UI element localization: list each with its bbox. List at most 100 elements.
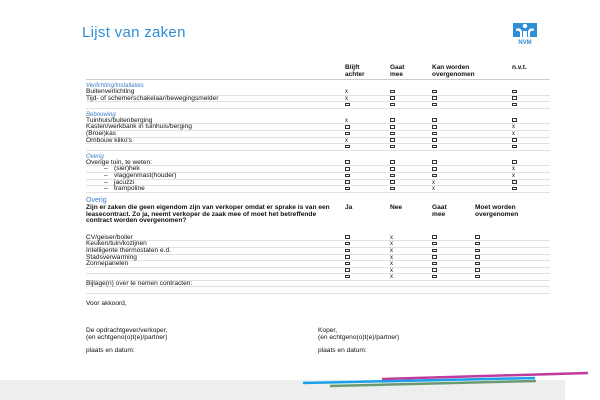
x-mark[interactable]: x [512,124,515,131]
x-mark[interactable]: x [512,130,515,137]
checkbox[interactable] [512,96,517,102]
checkbox[interactable] [432,166,437,172]
seller-label: De opdrachtgever/verkoper, [86,327,168,335]
x-mark[interactable]: x [390,247,393,254]
checkbox[interactable] [512,102,517,108]
checkbox[interactable] [432,160,437,166]
buyer-partner-label: (en echtgeno(o)t(e)/partner) [318,334,400,342]
checkbox[interactable] [432,118,437,124]
table-row [86,144,550,151]
checkbox[interactable] [345,173,350,179]
checkbox[interactable] [475,248,480,254]
row-label: CV/geiser/boiler [86,233,133,241]
checkbox-icon [345,173,350,178]
checkbox[interactable] [475,235,480,241]
checkbox[interactable] [390,166,395,172]
checkbox[interactable] [432,173,437,179]
checkbox[interactable] [345,124,350,130]
checkbox-icon [345,125,350,129]
checkbox[interactable] [432,235,437,241]
checkbox[interactable] [390,118,395,124]
checkbox[interactable] [512,144,517,150]
checkbox[interactable] [390,186,395,192]
x-mark[interactable]: x [345,89,348,95]
x-mark[interactable]: x [390,254,393,261]
checkbox[interactable] [390,144,395,150]
x-mark[interactable]: x [390,267,393,274]
checkbox[interactable] [432,131,437,137]
checkbox[interactable] [345,261,350,267]
checkbox[interactable] [512,160,517,166]
checkbox[interactable] [475,274,480,280]
x-mark[interactable]: x [345,95,348,102]
checkbox[interactable] [432,96,437,102]
checkbox[interactable] [345,186,350,192]
checkbox[interactable] [345,241,350,247]
x-mark[interactable]: x [432,186,435,193]
checkbox[interactable] [390,138,395,144]
col-header: Kan worden overgenomen [432,64,475,78]
x-mark[interactable]: x [390,234,393,241]
checkbox[interactable] [475,241,480,247]
checkbox[interactable] [512,138,517,144]
checkbox[interactable] [432,144,437,150]
checkbox-icon [475,274,480,279]
checkbox[interactable] [345,180,350,186]
col-header: Gaat mee [432,203,447,218]
checkbox[interactable] [475,261,480,267]
checkbox[interactable] [512,180,517,186]
x-mark[interactable]: x [432,179,435,186]
checkbox[interactable] [432,241,437,247]
checkbox[interactable] [390,102,395,108]
checkbox[interactable] [345,274,350,280]
checkbox[interactable] [345,166,350,172]
checkbox[interactable] [432,89,437,95]
x-mark[interactable]: x [345,137,348,144]
checkbox[interactable] [512,118,517,124]
checkbox-icon [432,235,437,239]
checkbox[interactable] [345,235,350,241]
checkbox-icon [345,241,350,246]
x-mark[interactable]: x [512,166,515,173]
checkbox-icon [432,125,437,129]
checkbox[interactable] [432,268,437,274]
checkbox[interactable] [432,102,437,108]
checkbox[interactable] [475,255,480,261]
checkbox-icon [432,268,437,272]
checkbox-icon [432,96,437,100]
checkbox[interactable] [345,144,350,150]
checkbox[interactable] [390,131,395,137]
x-mark[interactable]: x [390,274,393,281]
checkbox[interactable] [345,255,350,261]
checkbox-icon [475,268,480,272]
checkbox[interactable] [390,180,395,186]
checkbox[interactable] [345,131,350,137]
table-row: – trampoline x [86,185,550,193]
checkbox[interactable] [432,138,437,144]
checkbox[interactable] [432,274,437,280]
x-mark[interactable]: x [345,117,348,124]
checkbox-icon [512,96,517,100]
checkbox[interactable] [390,124,395,130]
checkbox[interactable] [475,268,480,274]
checkbox[interactable] [345,268,350,274]
checkbox[interactable] [390,160,395,166]
checkbox[interactable] [390,89,395,95]
checkbox[interactable] [390,96,395,102]
checkbox[interactable] [345,102,350,108]
checkbox[interactable] [432,261,437,267]
x-mark[interactable]: x [512,172,515,179]
checkbox[interactable] [390,173,395,179]
checkbox-icon [345,160,350,164]
checkbox[interactable] [432,255,437,261]
checkbox[interactable] [345,248,350,254]
checkbox[interactable] [432,248,437,254]
checkbox[interactable] [432,124,437,130]
checkbox[interactable] [512,186,517,192]
x-mark[interactable]: x [390,241,393,248]
checkbox[interactable] [512,89,517,95]
x-mark[interactable]: x [390,261,393,268]
lease-table: Overig Zijn er zaken die geen eigendom z… [86,197,550,295]
checkbox[interactable] [345,160,350,166]
checkbox-icon [432,274,437,279]
